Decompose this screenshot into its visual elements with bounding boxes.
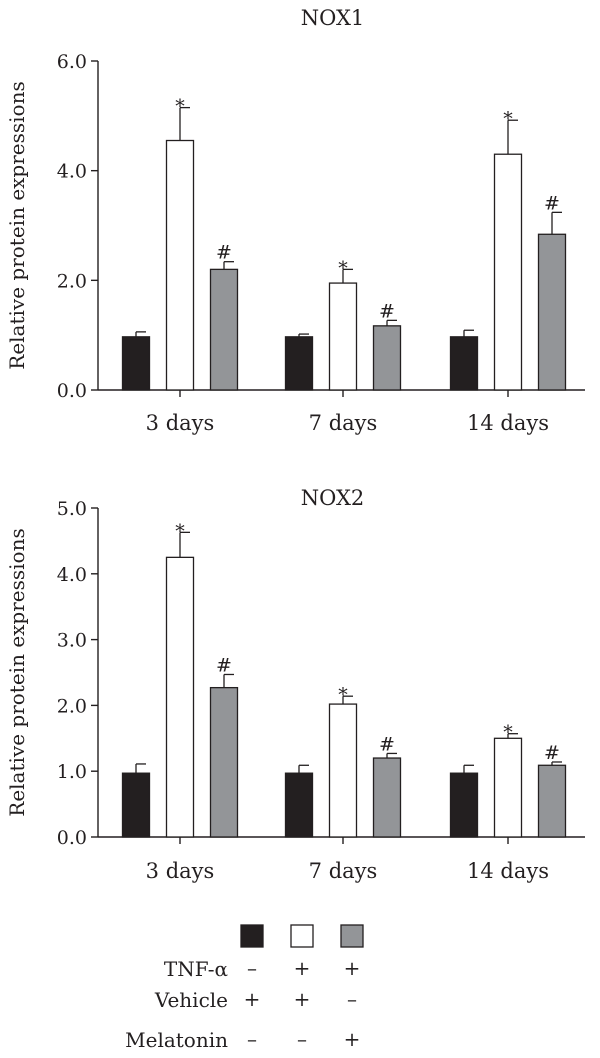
nox2-significance-hash: #	[379, 733, 395, 755]
legend-row-label: Vehicle	[154, 988, 228, 1012]
nox2-y-tick-label: 5.0	[57, 498, 87, 520]
nox2-bar	[165, 556, 195, 838]
nox1-significance-hash: #	[544, 192, 560, 214]
nox1-category-label: 3 days	[146, 411, 215, 435]
nox1-bar	[372, 325, 402, 391]
legend-sign: –	[247, 1027, 257, 1051]
nox2-y-tick-label: 3.0	[57, 630, 87, 652]
nox1-category-label: 7 days	[309, 411, 378, 435]
legend-sign: –	[347, 987, 357, 1011]
nox1-category-label: 14 days	[467, 411, 549, 435]
nox2-category-label: 7 days	[309, 859, 378, 883]
nox1-title: NOX1	[301, 6, 365, 30]
nox1-y-tick-label: 6.0	[57, 51, 87, 73]
legend-swatch-1	[240, 924, 264, 948]
nox1-bar	[165, 139, 195, 391]
nox1-significance-star: *	[503, 108, 513, 130]
nox2-y-tick-label: 0.0	[57, 827, 87, 849]
legend-sign: –	[247, 956, 257, 980]
nox2-bar	[328, 703, 358, 838]
nox1-y-tick-label: 0.0	[57, 380, 87, 402]
nox2-significance-hash: #	[216, 654, 232, 676]
nox1-significance-hash: #	[216, 242, 232, 264]
nox2-bar	[284, 772, 314, 838]
legend: TNF-α – + +Vehicle + + –Melatonin – – +	[125, 924, 364, 1052]
legend-row-label: TNF-α	[164, 957, 228, 981]
nox2-significance-star: *	[175, 520, 185, 542]
nox1-significance-star: *	[338, 257, 348, 279]
nox1-bar	[328, 282, 358, 391]
legend-swatch-2	[290, 924, 314, 948]
nox1-significance-star: *	[175, 96, 185, 118]
nox1-bar	[121, 336, 151, 391]
nox1-bar	[209, 268, 239, 391]
nox1-y-tick-label: 4.0	[57, 161, 87, 183]
legend-row-label: Melatonin	[125, 1028, 228, 1052]
nox1-significance-hash: #	[379, 300, 395, 322]
nox2-y-axis-label: Relative protein expressions	[5, 528, 29, 816]
nox1-bar	[493, 153, 523, 391]
legend-sign: –	[297, 1027, 307, 1051]
legend-sign: +	[294, 987, 311, 1011]
legend-sign: +	[344, 956, 361, 980]
nox1-bar	[537, 233, 567, 391]
nox2-y-tick-label: 1.0	[57, 761, 87, 783]
nox2-bar	[372, 757, 402, 838]
legend-sign: +	[344, 1027, 361, 1051]
nox2-significance-star: *	[338, 684, 348, 706]
nox1-bar	[449, 336, 479, 391]
legend-sign: +	[244, 987, 261, 1011]
legend-sign: +	[294, 956, 311, 980]
nox2-bar	[121, 772, 151, 838]
nox1-bar	[284, 336, 314, 391]
nox2-significance-hash: #	[544, 742, 560, 764]
nox1-y-tick-label: 2.0	[57, 270, 87, 292]
nox1-y-axis-label: Relative protein expressions	[5, 81, 29, 369]
nox2-panel: NOX2 Relative protein expressions 0.0 1.0 2.…	[5, 486, 585, 883]
nox2-y-tick-label: 2.0	[57, 695, 87, 717]
nox2-bar	[493, 737, 523, 838]
nox2-bar	[537, 764, 567, 838]
nox2-category-label: 14 days	[467, 859, 549, 883]
nox2-title: NOX2	[301, 486, 365, 510]
legend-swatch-3	[340, 924, 364, 948]
nox2-bar	[449, 772, 479, 838]
nox1-panel: NOX1 Relative protein expressions 0.0 2.0 4.…	[5, 6, 585, 435]
nox2-category-label: 3 days	[146, 859, 215, 883]
nox2-y-tick-label: 4.0	[57, 564, 87, 586]
nox2-significance-star: *	[503, 722, 513, 744]
nox2-bar	[209, 686, 239, 838]
